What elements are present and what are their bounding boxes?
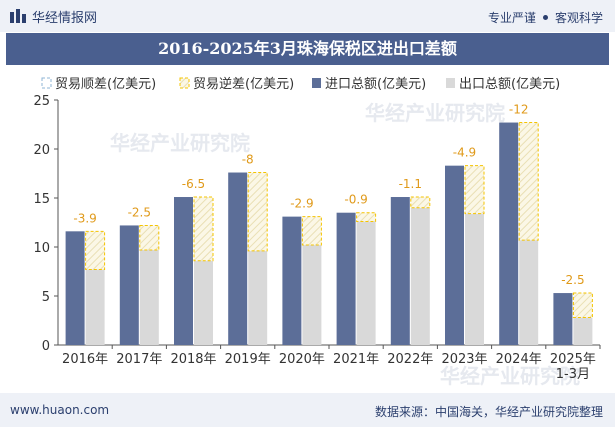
brand[interactable]: 华经情报网 xyxy=(10,7,98,26)
bar-export xyxy=(465,213,484,345)
bar-export xyxy=(519,240,539,345)
bar-import xyxy=(445,165,464,345)
bar-export xyxy=(248,250,268,345)
bar-balance xyxy=(464,165,485,215)
x-tick-label: 2019年 xyxy=(225,352,271,367)
bar-import xyxy=(336,212,356,345)
site-link[interactable]: www.huaon.com xyxy=(10,403,110,417)
data-label-balance: -12 xyxy=(509,103,529,117)
y-tick-label: 0 xyxy=(42,339,50,354)
legend-swatch-import xyxy=(312,78,321,88)
tagline-left: 专业严谨 xyxy=(487,11,536,25)
bar-import xyxy=(390,197,410,345)
legend-swatch-surplus xyxy=(41,77,52,89)
bar-export xyxy=(302,245,322,345)
data-label-balance: -4.9 xyxy=(453,146,476,160)
bar-import xyxy=(499,122,519,345)
y-tick-label: 5 xyxy=(42,290,50,305)
data-label-balance: -0.9 xyxy=(344,193,367,207)
y-tick-label: 15 xyxy=(33,192,50,207)
bar-export xyxy=(85,269,105,345)
x-tick-label: 2024年 xyxy=(496,352,542,367)
bar-import xyxy=(65,231,85,345)
legend-swatch-deficit xyxy=(179,77,190,89)
x-tick-label: 2022年 xyxy=(387,352,433,367)
x-tick-label: 2020年 xyxy=(279,352,325,367)
bar-balance xyxy=(85,230,106,271)
x-tick-label: 2023年 xyxy=(441,352,487,367)
x-tick-label: 2021年 xyxy=(333,352,379,367)
legend-label: 贸易逆差(亿美元) xyxy=(193,76,294,92)
title-bar: 2016-2025年3月珠海保税区进出口差额 xyxy=(6,33,609,65)
bar-import xyxy=(282,216,302,345)
chart-title: 2016-2025年3月珠海保税区进出口差额 xyxy=(158,39,457,58)
bar-export xyxy=(410,207,430,345)
bar-balance xyxy=(518,122,539,241)
data-label-balance: -1.1 xyxy=(399,177,422,191)
bar-export xyxy=(139,249,159,345)
bar-export xyxy=(573,317,593,345)
tagline: 专业严谨 客观科学 xyxy=(488,9,603,26)
data-label-balance: -6.5 xyxy=(182,177,205,191)
bar-balance xyxy=(572,292,593,319)
dot-separator-icon xyxy=(542,15,548,20)
bar-balance xyxy=(301,216,322,246)
bar-import xyxy=(119,225,139,345)
bar-import xyxy=(174,197,193,345)
watermark-text: 华经产业研究院 xyxy=(440,364,580,388)
bar-import xyxy=(228,172,248,345)
brand-name: 华经情报网 xyxy=(32,10,98,26)
y-tick-label: 10 xyxy=(33,241,50,256)
x-tick-label: 2025年 xyxy=(550,352,596,367)
bar-import xyxy=(553,293,573,345)
legend-swatch-export xyxy=(446,78,455,88)
bar-balance xyxy=(410,196,431,209)
legend-label: 出口总额(亿美元) xyxy=(459,77,560,92)
bar-balance xyxy=(247,172,268,252)
x-tick-label: 2018年 xyxy=(170,352,216,367)
y-tick-label: 25 xyxy=(33,94,50,109)
data-label-balance: -2.9 xyxy=(290,197,313,211)
bar-balance xyxy=(356,212,377,223)
bar-balance xyxy=(139,224,160,251)
watermark-text: 华经产业研究院 xyxy=(365,101,505,125)
bar-export xyxy=(356,221,376,345)
legend-label: 贸易顺差(亿美元) xyxy=(55,77,156,92)
footer: www.huaon.com 数据来源：中国海关，华经产业研究院整理 xyxy=(0,393,615,427)
x-tick-label: 2017年 xyxy=(116,352,162,367)
data-label-balance: -8 xyxy=(242,153,254,167)
watermark-text: 华经产业研究院 xyxy=(110,131,250,155)
x-tick-label: 1-3月 xyxy=(556,367,590,382)
data-label-balance: -3.9 xyxy=(73,211,96,225)
y-tick-label: 20 xyxy=(33,143,50,158)
data-source: 数据来源：中国海关，华经产业研究院整理 xyxy=(374,405,603,419)
data-label-balance: -2.5 xyxy=(561,273,584,287)
bar-export xyxy=(194,260,213,345)
tagline-right: 客观科学 xyxy=(554,11,603,25)
bar-balance xyxy=(193,196,214,262)
logo-icon xyxy=(10,9,26,23)
legend-label: 进口总额(亿美元) xyxy=(325,77,426,92)
x-tick-label: 2016年 xyxy=(62,352,108,367)
data-label-balance: -2.5 xyxy=(128,205,151,219)
top-header: 华经情报网 专业严谨 客观科学 xyxy=(0,0,615,32)
